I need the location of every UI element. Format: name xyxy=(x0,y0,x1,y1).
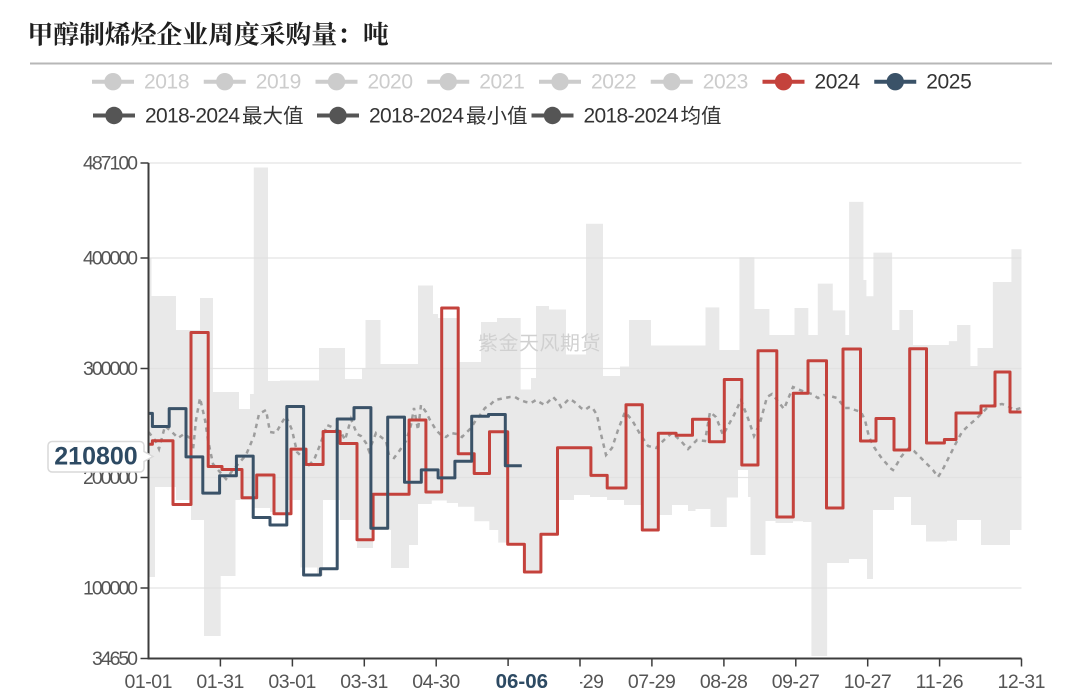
svg-text:34650: 34650 xyxy=(92,648,138,670)
svg-text:10-27: 10-27 xyxy=(844,671,892,693)
svg-text:2018: 2018 xyxy=(144,71,190,94)
svg-text:08-28: 08-28 xyxy=(700,671,748,693)
svg-text:11-26: 11-26 xyxy=(916,671,964,693)
svg-text:03-01: 03-01 xyxy=(268,671,316,693)
svg-text:2025: 2025 xyxy=(926,71,972,94)
svg-text:01-31: 01-31 xyxy=(196,671,244,693)
svg-text:2021: 2021 xyxy=(479,71,525,94)
svg-text:2019: 2019 xyxy=(256,71,302,94)
svg-text:09-27: 09-27 xyxy=(772,671,820,693)
svg-text:2024: 2024 xyxy=(815,71,861,94)
svg-text:01-01: 01-01 xyxy=(125,671,173,693)
svg-text:2018-2024: 2018-2024 xyxy=(145,105,240,128)
svg-text:2022: 2022 xyxy=(591,71,637,94)
svg-text:03-31: 03-31 xyxy=(340,671,388,693)
svg-text:210800: 210800 xyxy=(54,443,137,471)
svg-text:2020: 2020 xyxy=(368,71,414,94)
svg-text:07-29: 07-29 xyxy=(628,671,676,693)
svg-text:487100: 487100 xyxy=(83,153,138,175)
svg-text:2018-2024: 2018-2024 xyxy=(584,105,679,128)
svg-text:300000: 300000 xyxy=(83,358,138,380)
svg-text:2018-2024: 2018-2024 xyxy=(369,105,464,128)
svg-text:04-30: 04-30 xyxy=(412,671,460,693)
svg-text:12-31: 12-31 xyxy=(998,671,1046,693)
svg-text:100000: 100000 xyxy=(83,578,138,600)
svg-text:2023: 2023 xyxy=(703,71,749,94)
svg-text:06-06: 06-06 xyxy=(496,670,548,693)
svg-text:400000: 400000 xyxy=(83,248,138,270)
